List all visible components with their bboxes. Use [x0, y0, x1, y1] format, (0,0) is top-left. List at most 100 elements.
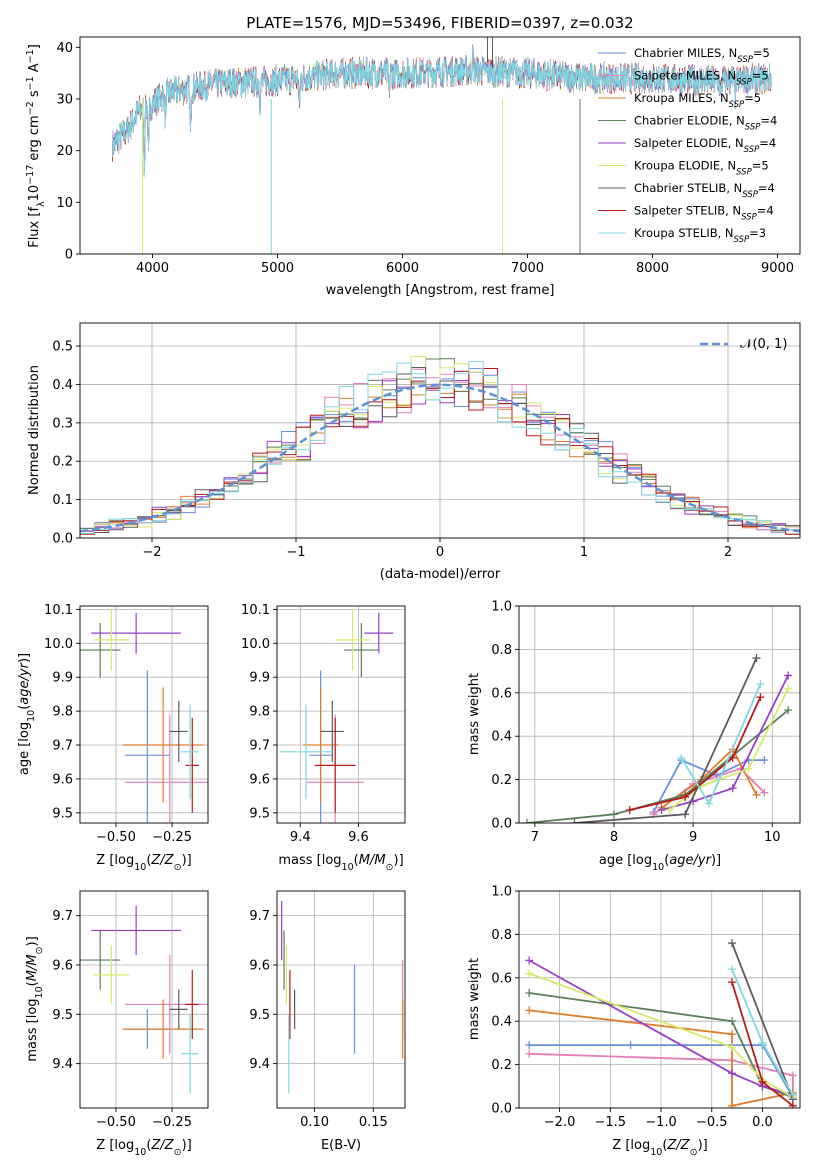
x-tick-label: −0.50 [96, 1115, 136, 1130]
axes-age_vs_Z: −0.50 −0.25 9.5 9.6 9.7 9.8 9.9 10.0 10.1 [44, 603, 209, 845]
x-axis-label: wavelength [Angstrom, rest frame] [326, 283, 555, 298]
x-tick-label: 5000 [261, 261, 294, 276]
y-tick-label: 9.9 [52, 671, 73, 686]
mass-weight-marker [788, 1101, 797, 1108]
y-tick-label: 10 [56, 196, 73, 211]
mass-weight-marker [728, 939, 737, 948]
y-tick-label: 0.0 [491, 817, 512, 832]
y-tick-label: 0.4 [491, 1015, 512, 1030]
mass-weight-marker [728, 1069, 737, 1078]
mass-weight-marker [788, 1071, 797, 1080]
x-tick-label: 2 [724, 545, 732, 560]
mass-weight-marker [752, 654, 761, 663]
x-tick-label: −1.0 [645, 1115, 677, 1130]
y-tick-label: 9.6 [52, 958, 73, 973]
y-tick-label: 0.2 [52, 455, 73, 470]
x-axis-label: (data-model)/error [380, 567, 501, 582]
axes-frame [276, 890, 406, 1109]
legend-entry: Salpeter ELODIE, NSSP=4 [634, 136, 776, 155]
mass-weight-marker [758, 1077, 767, 1086]
y-tick-label: 0.6 [491, 686, 512, 701]
spectrum-line [112, 44, 772, 173]
legend-entry: Chabrier STELIB, NSSP=4 [634, 181, 775, 200]
mass-weight-marker [728, 978, 737, 987]
y-tick-label: 40 [56, 41, 73, 56]
mass-weight-marker [784, 684, 793, 693]
mass-weight-marker [728, 1030, 737, 1039]
mass-weight-marker [681, 810, 690, 819]
y-tick-label: 1.0 [491, 600, 512, 615]
mass-weight-marker [760, 788, 769, 797]
legend-entry: Chabrier MILES, NSSP=5 [634, 46, 770, 65]
y-axis-label: mass [log10(M/M⊙)] [25, 936, 45, 1061]
mass-weight-line [661, 675, 789, 811]
axes-age_vs_mass: 9.4 9.6 9.5 9.6 9.7 9.8 9.9 10.0 10.1 [241, 603, 406, 845]
x-axis-label: Z [log10(Z/Z⊙)] [96, 853, 191, 873]
mass-weight-marker [784, 706, 793, 715]
y-tick-label: 9.7 [249, 909, 270, 924]
y-tick-label: 0.2 [491, 1058, 512, 1073]
x-axis-label: age [log10(age/yr)] [599, 853, 721, 873]
legend-entry: Kroupa MILES, NSSP=5 [634, 91, 761, 110]
axes-massweight_vs_Z: −2.0 −1.5 −1.0 −0.5 0.0 0.0 0.2 0.4 0.6 0.8 1.0 [491, 885, 801, 1130]
mass-weight-line [528, 959, 794, 1096]
x-axis-label: mass [log10(M/M⊙)] [278, 853, 403, 873]
plot-area [112, 37, 772, 254]
x-tick-label: 7000 [511, 261, 544, 276]
x-tick-label: −2 [142, 545, 161, 560]
mass-weight-line [629, 696, 762, 811]
legend-entry: 𝒩(0, 1) [740, 337, 787, 352]
mass-weight-marker [625, 805, 634, 814]
y-tick-label: 0 [65, 248, 73, 263]
mass-weight-marker [788, 1090, 797, 1099]
y-tick-label: 30 [56, 93, 73, 108]
residual-histogram [80, 361, 800, 535]
mass-weight-marker [681, 792, 690, 801]
axes-frame [79, 605, 209, 824]
axes-spectrum: 4000 5000 6000 7000 8000 9000 0 10 20 30 40 [56, 36, 801, 276]
mass-weight-marker [525, 956, 534, 965]
axes-frame [276, 605, 406, 824]
mass-weight-marker [657, 805, 666, 814]
mass-weight-marker [677, 753, 686, 762]
y-axis-label: age [log10(age/yr)] [17, 653, 37, 775]
y-tick-label: 0.3 [52, 416, 73, 431]
y-tick-label: 9.4 [52, 1057, 73, 1072]
mass-weight-line [660, 747, 758, 809]
axes-frame [518, 605, 801, 824]
plot-area [80, 356, 800, 535]
mass-weight-line [574, 657, 758, 823]
x-tick-label: −1 [286, 545, 305, 560]
figure-title: PLATE=1576, MJD=53496, FIBERID=0397, z=0… [246, 14, 633, 32]
plot-area [281, 900, 404, 1094]
mass-weight-marker [525, 1006, 534, 1015]
y-tick-label: 0.8 [491, 643, 512, 658]
residual-legend: 𝒩(0, 1) [700, 337, 787, 352]
y-tick-label: 20 [56, 144, 73, 159]
x-tick-label: −0.25 [152, 830, 192, 845]
mass-weight-marker [756, 693, 765, 702]
x-tick-label: 0 [436, 545, 444, 560]
x-tick-label: 9.6 [348, 830, 369, 845]
y-tick-label: 9.7 [52, 739, 73, 754]
mass-weight-marker [728, 1017, 737, 1026]
x-tick-label: 0.10 [300, 1115, 329, 1130]
normal-reference-curve [80, 383, 800, 533]
spectrum-line [112, 46, 772, 178]
x-tick-label: 4000 [136, 261, 169, 276]
y-tick-label: 0.6 [491, 971, 512, 986]
x-tick-label: −2.0 [544, 1115, 576, 1130]
legend-entry: Salpeter MILES, NSSP=5 [634, 69, 769, 88]
mass-weight-marker [758, 1038, 767, 1047]
mass-weight-marker [784, 671, 793, 680]
mass-weight-marker [744, 764, 753, 773]
axes-mass_vs_Z: −0.50 −0.25 9.4 9.5 9.6 9.7 [52, 890, 209, 1130]
y-axis-label: mass weight [467, 673, 482, 755]
legend-entry: Chabrier ELODIE, NSSP=4 [634, 114, 777, 133]
mass-weight-marker [728, 965, 737, 974]
mass-weight-marker [728, 1101, 737, 1108]
mass-weight-marker [525, 1041, 534, 1050]
y-tick-label: 9.5 [52, 1008, 73, 1023]
spectrum-line [112, 46, 772, 176]
